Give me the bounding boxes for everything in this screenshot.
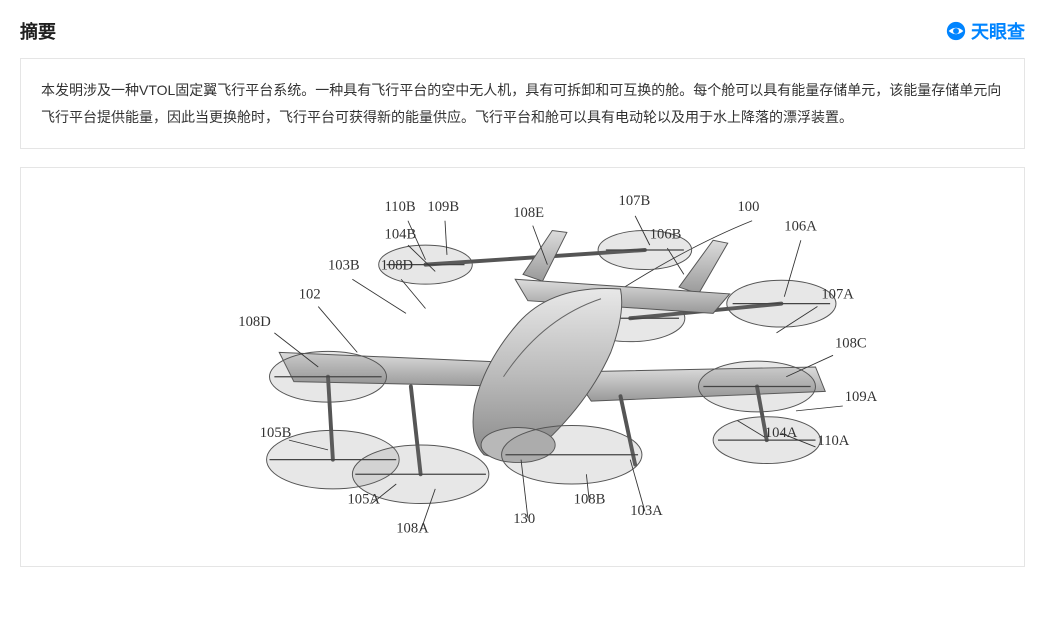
figure-box: 110B 109B 104B 108E 107B 106B 100 106A 103B 108D 1… — [20, 167, 1025, 567]
brand-eye-icon — [945, 20, 967, 42]
figure-label: 102 — [298, 287, 320, 303]
figure-label: 110A — [817, 433, 849, 449]
abstract-text: 本发明涉及一种VTOL固定翼飞行平台系统。一种具有飞行平台的空中无人机，具有可拆… — [41, 82, 1001, 125]
figure-label: 100 — [737, 199, 759, 215]
figure-label: 103A — [630, 503, 663, 519]
section-title: 摘要 — [20, 18, 56, 44]
figure-label: 109B — [427, 199, 459, 215]
figure-label: 108A — [396, 521, 429, 537]
figure-label: 109A — [844, 389, 877, 405]
figure-label: 105B — [259, 425, 291, 441]
section-header: 摘要 天眼查 — [20, 18, 1025, 44]
figure-label: 108E — [513, 205, 544, 221]
figure-label: 108D — [380, 258, 412, 274]
brand-logo[interactable]: 天眼查 — [945, 18, 1025, 44]
figure-label: 108B — [573, 492, 605, 508]
figure-label: 104A — [764, 425, 797, 441]
figure-label: 107A — [821, 287, 854, 303]
figure-label: 110B — [384, 199, 415, 215]
patent-figure: 110B 109B 104B 108E 107B 106B 100 106A 103B 108D 1… — [133, 187, 913, 547]
figure-label: 106B — [649, 226, 681, 242]
figure-label: 108D — [238, 314, 270, 330]
figure-label: 103B — [328, 258, 360, 274]
figure-label: 105A — [347, 492, 380, 508]
figure-label: 130 — [513, 511, 535, 527]
figure-label: 104B — [384, 226, 416, 242]
brand-text: 天眼查 — [971, 18, 1025, 44]
figure-label: 108C — [834, 336, 866, 352]
figure-label: 107B — [618, 193, 650, 209]
figure-label: 106A — [784, 219, 817, 235]
abstract-box: 本发明涉及一种VTOL固定翼飞行平台系统。一种具有飞行平台的空中无人机，具有可拆… — [20, 58, 1025, 149]
